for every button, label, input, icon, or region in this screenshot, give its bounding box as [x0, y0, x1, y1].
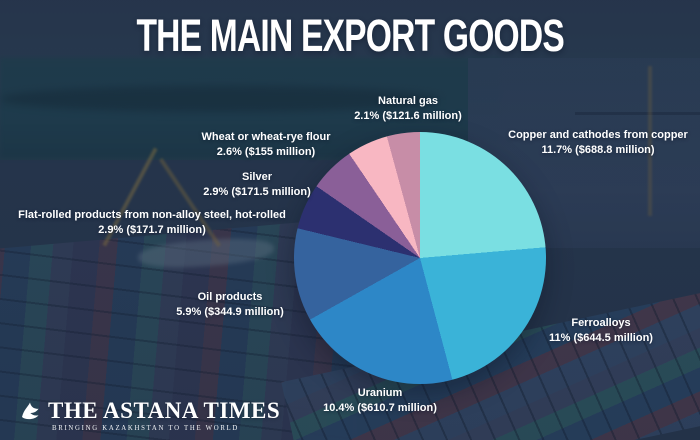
slice-label: Natural gas [378, 95, 438, 107]
winged-bird-logo-icon [22, 402, 39, 420]
label-silver: Silver 2.9% ($171.5 million) [157, 170, 357, 199]
slice-label: Oil products [197, 291, 263, 303]
slice-label: Ferroalloys [571, 317, 631, 329]
slice-label: Uranium [357, 387, 403, 399]
slice-label: Flat-rolled products from non-alloy stee… [18, 209, 286, 221]
crane-mast-right-icon [648, 66, 652, 216]
label-ferroalloys: Ferroalloys 11% ($644.5 million) [501, 316, 700, 345]
slice-label: Silver [242, 171, 272, 183]
slice-label: Wheat or wheat-rye flour [201, 131, 331, 143]
page-title: THE MAIN EXPORT GOODS [136, 10, 564, 61]
slice-value: 2.1% ($121.6 million) [354, 109, 462, 122]
label-natural-gas: Natural gas 2.1% ($121.6 million) [318, 94, 498, 123]
slice-value: 2.9% ($171.5 million) [203, 185, 311, 198]
label-flat-rolled-steel: Flat-rolled products from non-alloy stee… [2, 208, 302, 237]
label-copper-cathodes: Copper and cathodes from copper 11.7% ($… [498, 128, 698, 157]
slice-value: 5.9% ($344.9 million) [176, 305, 284, 318]
slice-value: 11% ($644.5 million) [549, 331, 653, 344]
export-goods-pie-chart [294, 132, 546, 384]
header: THE MAIN EXPORT GOODS [0, 10, 700, 61]
slice-value: 11.7% ($688.8 million) [541, 143, 655, 156]
slice-value: 2.6% ($155 million) [216, 145, 316, 158]
slice-value: 10.4% ($610.7 million) [323, 401, 437, 414]
label-oil-products: Oil products 5.9% ($344.9 million) [130, 290, 330, 319]
brand-tagline: BRINGING KAZAKHSTAN TO THE WORLD [52, 425, 240, 432]
label-uranium: Uranium 10.4% ($610.7 million) [280, 386, 480, 415]
label-wheat-flour: Wheat or wheat-rye flour 2.6% ($155 mill… [166, 130, 366, 159]
brand-name: THE ASTANA TIMES [48, 398, 281, 423]
astana-times-logo: THE ASTANA TIMES BRINGING KAZAKHSTAN TO … [18, 398, 280, 432]
crane-boom-right-icon [575, 112, 700, 115]
shoreline-treeline [0, 86, 440, 112]
slice-value: 2.9% ($171.7 million) [98, 223, 206, 236]
slice-label: Copper and cathodes from copper [508, 129, 688, 141]
